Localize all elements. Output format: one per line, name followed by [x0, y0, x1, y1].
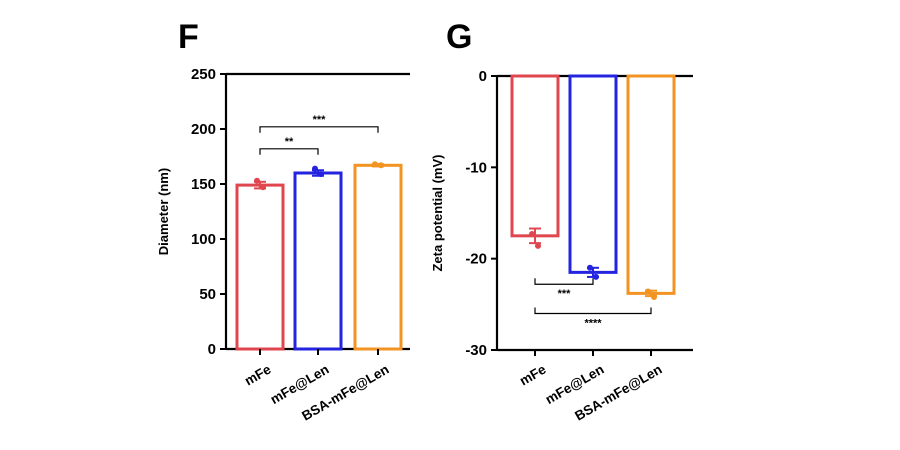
f-data-point — [318, 171, 324, 178]
f-y-tick-label: 0 — [208, 341, 216, 358]
g-significance-label: *** — [558, 288, 572, 300]
f-y-axis-title: Diameter (nm) — [156, 168, 171, 255]
f-bar — [353, 163, 403, 351]
g-y-tick-label: -20 — [465, 251, 487, 268]
f-y-tick-label: 200 — [191, 121, 216, 138]
g-significance-label: **** — [584, 317, 602, 329]
f-bar — [235, 183, 285, 351]
f-data-point — [312, 165, 318, 172]
f-category-label: mFe — [242, 361, 274, 388]
g-y-tick-label: 0 — [479, 68, 487, 85]
g-y-tick-label: -10 — [465, 159, 487, 176]
f-y-tick-label: 150 — [191, 176, 216, 193]
f-y-tick-label: 250 — [191, 66, 216, 83]
g-data-point — [587, 264, 593, 271]
g-data-point — [593, 273, 599, 280]
g-bar — [568, 74, 618, 274]
g-data-point — [651, 294, 657, 301]
g-data-point — [529, 231, 535, 238]
f-y-tick-label: 100 — [191, 231, 216, 248]
f-data-point — [260, 184, 266, 191]
g-category-label: mFe — [517, 361, 549, 388]
g-data-point — [535, 242, 541, 249]
f-data-point — [372, 161, 378, 168]
f-y-tick-label: 50 — [199, 286, 216, 303]
g-data-point — [645, 288, 651, 295]
f-data-point — [254, 177, 260, 184]
g-bar — [510, 74, 560, 238]
g-y-axis-title: Zeta potential (mV) — [430, 154, 445, 271]
g-significance-bracket — [534, 307, 652, 315]
g-bar — [626, 74, 676, 295]
f-significance-bracket — [259, 148, 319, 155]
panel-letter-f: F — [178, 18, 199, 56]
f-significance-label: *** — [313, 114, 327, 126]
g-significance-bracket — [534, 278, 594, 285]
f-significance-bracket — [259, 126, 379, 133]
panel-letter-g: G — [446, 18, 472, 56]
f-bar — [293, 171, 343, 351]
g-y-tick-label: -30 — [465, 342, 487, 359]
f-data-point — [378, 162, 384, 169]
f-significance-label: ** — [285, 136, 294, 148]
